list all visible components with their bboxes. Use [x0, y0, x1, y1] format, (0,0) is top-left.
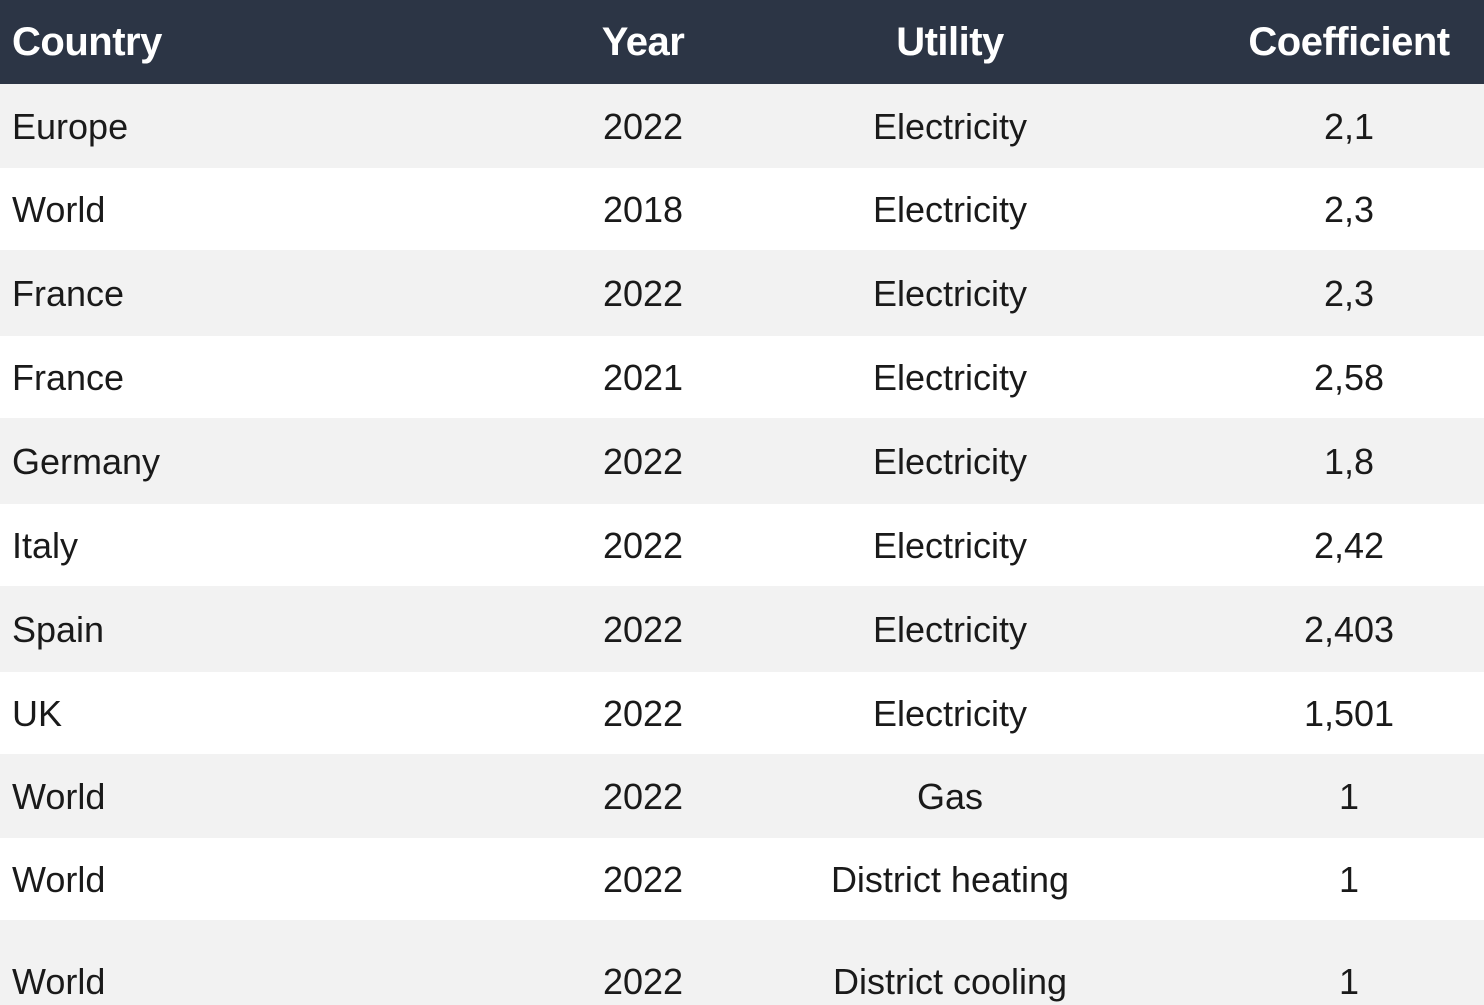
cell-country: World: [12, 776, 106, 817]
table-row: France 2022 Electricity 2,3: [0, 250, 1484, 336]
table-row: Germany 2022 Electricity 1,8: [0, 418, 1484, 504]
cell-year: 2022: [602, 273, 684, 314]
header-utility[interactable]: Utility: [896, 19, 1004, 64]
cell-coefficient: 2,3: [1323, 273, 1375, 314]
cell-coefficient: 1: [1338, 859, 1360, 900]
cell-coefficient: 2,1: [1323, 106, 1375, 147]
cell-utility: Electricity: [872, 357, 1028, 398]
cell-coefficient: 1: [1338, 776, 1360, 817]
cell-year: 2022: [602, 525, 684, 566]
header-year[interactable]: Year: [601, 19, 685, 64]
cell-coefficient: 2,403: [1303, 609, 1395, 650]
table-row: Spain 2022 Electricity 2,403: [0, 586, 1484, 672]
cell-year: 2022: [602, 859, 684, 900]
cell-year: 2018: [602, 189, 684, 230]
cell-year: 2022: [602, 441, 684, 482]
cell-utility: Electricity: [872, 189, 1028, 230]
cell-utility: Electricity: [872, 441, 1028, 482]
cell-utility: Gas: [916, 776, 984, 817]
table-row: World 2022 Gas 1: [0, 754, 1484, 838]
table-header-row: Country Year Utility Coefficient: [0, 0, 1484, 84]
cell-year: 2022: [602, 961, 684, 1002]
cell-country: Europe: [12, 106, 129, 147]
table-row: Italy 2022 Electricity 2,42: [0, 504, 1484, 586]
cell-utility: Electricity: [872, 525, 1028, 566]
table-row: World 2022 District cooling 1: [0, 920, 1484, 1005]
cell-coefficient: 2,42: [1313, 525, 1385, 566]
cell-coefficient: 1,8: [1323, 441, 1375, 482]
cell-country: World: [12, 961, 106, 1002]
cell-country: Spain: [12, 609, 105, 650]
cell-year: 2022: [602, 776, 684, 817]
cell-country: World: [12, 859, 106, 900]
cell-utility: Electricity: [872, 273, 1028, 314]
cell-utility: Electricity: [872, 609, 1028, 650]
header-country[interactable]: Country: [12, 19, 162, 64]
cell-year: 2022: [602, 106, 684, 147]
cell-country: World: [12, 189, 106, 230]
cell-utility: Electricity: [872, 693, 1028, 734]
cell-coefficient: 1,501: [1303, 693, 1395, 734]
cell-country: France: [12, 357, 125, 398]
cell-year: 2021: [602, 357, 684, 398]
cell-utility: District heating: [830, 859, 1070, 900]
cell-year: 2022: [602, 693, 684, 734]
table-row: World 2018 Electricity 2,3: [0, 168, 1484, 250]
cell-country: Italy: [12, 525, 79, 566]
table-row: France 2021 Electricity 2,58: [0, 336, 1484, 418]
cell-year: 2022: [602, 609, 684, 650]
cell-country: France: [12, 273, 125, 314]
table-row: Europe 2022 Electricity 2,1: [0, 84, 1484, 168]
cell-utility: Electricity: [872, 106, 1028, 147]
cell-coefficient: 2,3: [1323, 189, 1375, 230]
table-row: UK 2022 Electricity 1,501: [0, 672, 1484, 754]
cell-country: UK: [12, 693, 63, 734]
table-row: World 2022 District heating 1: [0, 838, 1484, 920]
cell-country: Germany: [12, 441, 161, 482]
cell-utility: District cooling: [832, 961, 1068, 1002]
header-coefficient[interactable]: Coefficient: [1248, 19, 1450, 64]
cell-coefficient: 2,58: [1313, 357, 1385, 398]
cell-coefficient: 1: [1338, 961, 1360, 1002]
